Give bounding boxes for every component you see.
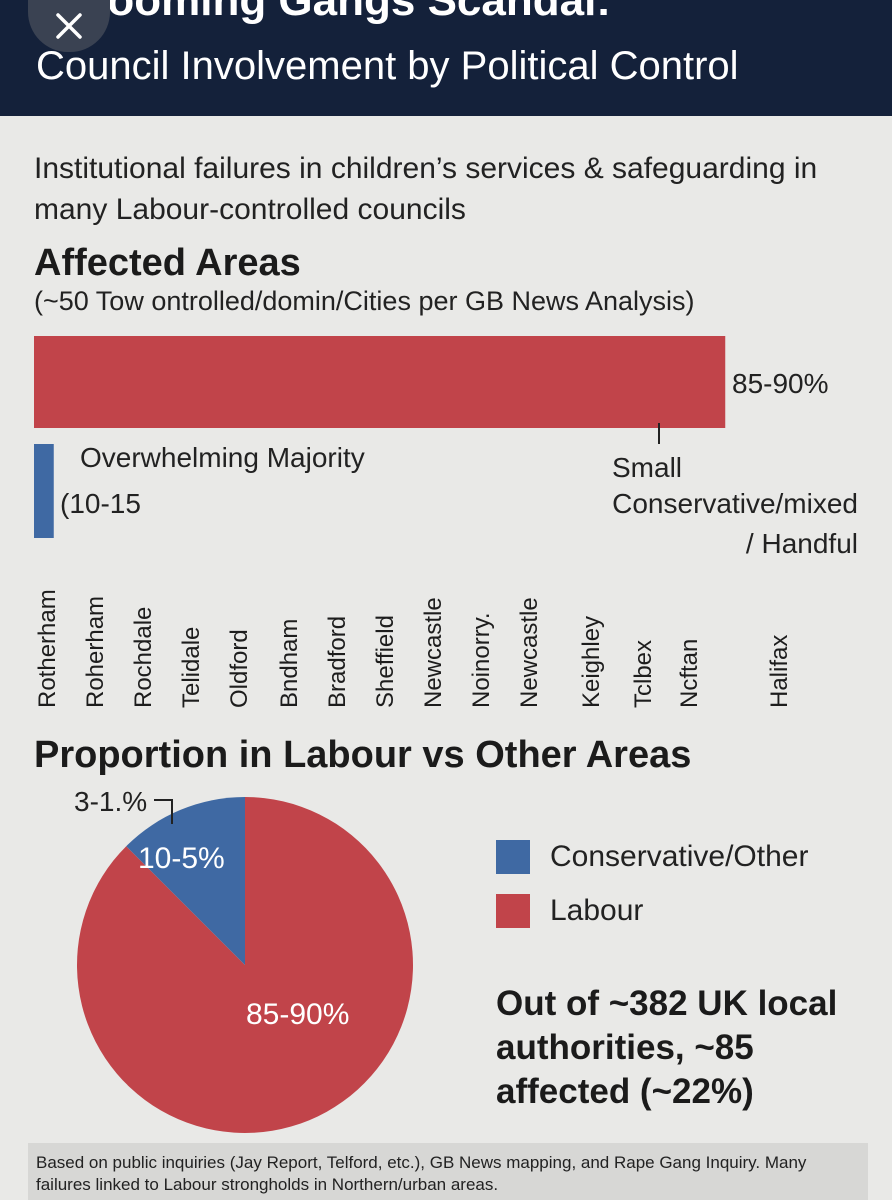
pie-label-other: 10-5% [138,842,225,875]
town-label: Halifax [766,634,793,708]
analysis-note: (~50 Tow ontrolled/domin/Cities per GB N… [34,286,695,316]
town-label: Telidale [178,626,205,708]
bar-labour-value: 85-90% [732,368,829,399]
pie-leader-line [154,799,173,824]
page-title: Council Involvement by Political Control [36,44,739,88]
town-label: Newcastle [516,597,543,708]
town-label: Oldford [226,629,253,708]
town-label: Bndham [276,618,303,708]
town-label: Noinorry. [468,612,495,708]
small-label: Small [612,452,683,483]
bar-conservative [34,444,54,538]
pie-slice-labour [77,797,413,1133]
legend-swatch-labour [496,894,530,928]
proportion-title: Proportion in Labour vs Other Areas [34,734,692,776]
town-label: Keighley [578,615,605,708]
source-footer: Based on public inquiries (Jay Report, T… [28,1143,868,1200]
town-label: Ncftan [676,638,703,708]
legend-labour: Labour [496,894,643,928]
town-label: Sheffield [372,615,399,708]
cons-mixed-label: Conservative/mixed [612,488,858,519]
title-top: Grooming Gangs Scandal: [56,0,611,25]
town-label: Bradford [324,615,351,708]
legend-label-conservative: Conservative/Other [550,840,809,873]
proportion-pie-chart [77,797,413,1133]
pie-label-labour: 85-90% [246,998,350,1031]
town-label: Rochdale [130,606,157,708]
overwhelming-label: Overwhelming Majority [80,442,365,473]
town-label: Rotherham [34,589,61,708]
legend-label-labour: Labour [550,894,644,927]
bar-labour [34,336,726,428]
town-label: Newcastle [420,597,447,708]
close-icon [56,13,82,39]
legend-swatch-conservative [496,840,530,874]
affected-areas-chart [34,336,726,538]
handful-label: / Handful [745,528,858,559]
pie-outer-label: 3-1.% [74,786,148,817]
stat-summary: Out of ~382 UK local authorities, ~85 af… [496,984,838,1111]
affected-areas-title: Affected Areas [34,242,301,284]
pie-slice-other [126,797,245,965]
header-banner: Grooming Gangs Scandal: Council Involvem… [0,0,892,116]
subtitle: Institutional failures in children’s ser… [34,152,818,226]
bar-conservative-value: (10-15 [60,488,141,519]
legend-conservative: Conservative/Other [496,840,808,874]
town-label: Tclbex [630,639,657,708]
town-label: Roherham [82,595,109,708]
